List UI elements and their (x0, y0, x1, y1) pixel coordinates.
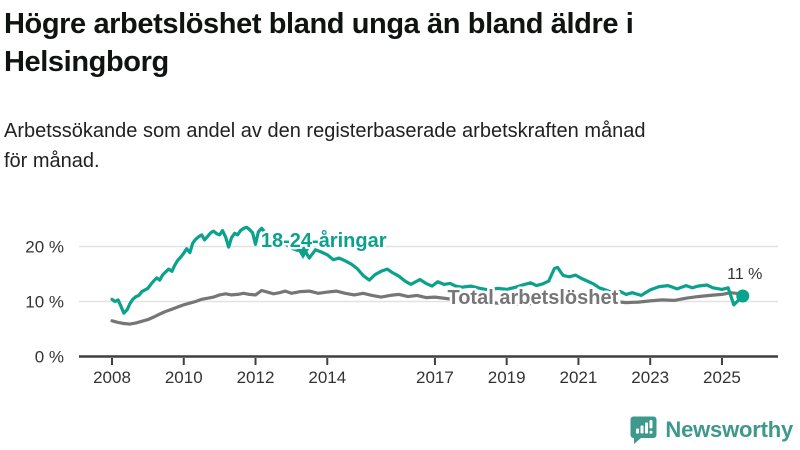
x-tick-label: 2017 (416, 368, 454, 387)
series-end-dot (736, 289, 750, 303)
series-line (110, 225, 745, 315)
newsworthy-logo-text: Newsworthy (665, 417, 793, 442)
chart-title-line-2: Helsingborg (4, 46, 169, 78)
x-tick-label: 2008 (93, 368, 131, 387)
chart-title: Högre arbetslöshet bland unga än bland ä… (4, 5, 796, 81)
chart-title-line-1: Högre arbetslöshet bland unga än bland ä… (4, 8, 634, 40)
chart-subtitle: Arbetssökande som andel av den registerb… (4, 116, 796, 176)
series-label-arrow (297, 249, 309, 259)
series-line (110, 288, 742, 326)
x-tick-label: 2025 (703, 368, 741, 387)
chart-subtitle-line-2: för månad. (4, 150, 100, 172)
x-tick-label: 2019 (488, 368, 526, 387)
chart-subtitle-line-1: Arbetssökande som andel av den registerb… (4, 120, 646, 142)
end-value-annotation: 11 % (727, 266, 762, 283)
x-tick-label: 2023 (631, 368, 669, 387)
newsworthy-logo-icon (630, 416, 657, 444)
unemployment-line-chart: 0 % 10 % 20 % 2008 2010 2012 2014 2017 2019 2021 2… (25, 225, 778, 387)
y-tick-label: 0 % (35, 348, 64, 367)
series-label: 18-24-åringar (261, 229, 387, 252)
newsworthy-logo[interactable]: Newsworthy (630, 416, 793, 444)
x-tick-label: 2014 (308, 368, 346, 387)
x-tick-label: 2010 (165, 368, 203, 387)
y-tick-label: 20 % (25, 238, 64, 257)
x-tick-label: 2012 (237, 368, 275, 387)
x-tick-label: 2021 (560, 368, 598, 387)
y-tick-label: 10 % (25, 293, 64, 312)
series-label: Total arbetslöshet (447, 287, 618, 309)
